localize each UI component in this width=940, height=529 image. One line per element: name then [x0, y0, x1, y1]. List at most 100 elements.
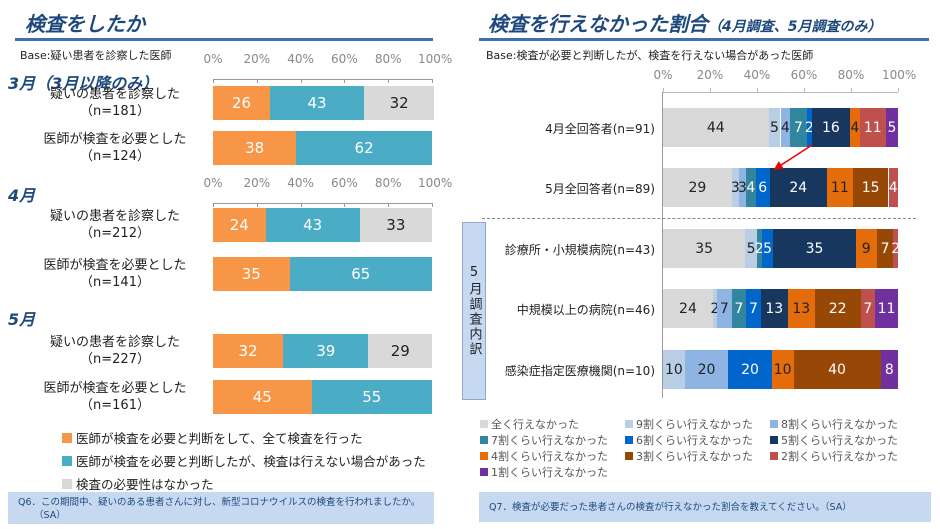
legend-item: 全く行えなかった	[480, 416, 579, 432]
bar-segment: 4	[888, 168, 898, 207]
axis-tick	[256, 79, 258, 83]
legend-label: 1割くらい行えなかった	[491, 466, 608, 479]
axis-tick-label: 60%	[331, 176, 358, 190]
axis-tick	[213, 79, 214, 83]
row-label-n: （n=141）	[80, 275, 150, 290]
right-title: 検査を行えなかった割合（4月調査、5月調査のみ）	[488, 8, 881, 37]
axis-line	[213, 79, 432, 80]
bar-segment: 29	[663, 168, 732, 207]
axis-tick	[300, 79, 302, 83]
row-label: 疑いの患者を診察した （n=212）	[30, 208, 200, 242]
legend-item: 5割くらい行えなかった	[770, 432, 898, 448]
row-label-n: （n=212）	[80, 226, 150, 241]
legend-swatch	[62, 455, 72, 466]
bar-segment: 32	[364, 86, 435, 120]
bar-segment: 4	[746, 168, 756, 207]
bar-segment: 5	[886, 108, 898, 147]
bar-segment: 24	[769, 168, 827, 207]
left-legend: 医師が検査を必要と判断をして、全て検査を行った 医師が検査を必要と判断したが、検…	[62, 428, 426, 493]
right-title-rule	[479, 38, 929, 41]
month-heading: 4月	[8, 186, 36, 205]
legend-item: 医師が検査を必要と判断したが、検査は行えない場合があった	[62, 451, 426, 470]
legend-swatch	[625, 436, 633, 444]
category-label: 中規模以上の病院(n=46)	[516, 303, 655, 317]
axis-tick-label: 20%	[696, 68, 724, 82]
axis-tick	[710, 88, 711, 92]
stacked-bar: 38 62	[213, 131, 432, 165]
category-label: 診療所・小規模病院(n=43)	[504, 243, 655, 257]
bar-segment: 20	[728, 350, 772, 389]
bar-segment: 5	[745, 229, 757, 268]
legend-label: 5割くらい行えなかった	[781, 434, 898, 447]
bar-segment: 45	[213, 380, 312, 414]
bar-segment: 7	[790, 108, 807, 147]
bar-segment: 3	[731, 168, 740, 207]
legend-label: 4割くらい行えなかった	[491, 450, 608, 463]
axis-line	[663, 92, 898, 93]
legend-label: 検査の必要性はなかった	[76, 477, 214, 492]
axis-tick-label: 80%	[837, 68, 865, 82]
legend-label: 6割くらい行えなかった	[636, 434, 753, 447]
right-question-note: Q7．検査が必要だった患者さんの検査が行えなかった割合を教えてください。（SA）	[479, 492, 931, 522]
legend-item: 9割くらい行えなかった	[625, 416, 753, 432]
legend-item: 8割くらい行えなかった	[770, 416, 898, 432]
bar-segment: 8	[880, 350, 898, 389]
bar-segment: 22	[814, 289, 861, 328]
bar-segment: 7	[731, 289, 747, 328]
row-label-n: （n=181）	[80, 104, 150, 119]
stacked-bar: 45 55	[213, 380, 432, 414]
bar-segment: 16	[811, 108, 851, 147]
axis-tick	[898, 88, 899, 92]
row-label-n: （n=161）	[80, 398, 150, 413]
legend-swatch	[480, 452, 488, 460]
bar-segment: 35	[773, 229, 856, 268]
right-title-main: 検査を行えなかった割合	[488, 12, 708, 36]
bar-segment: 43	[265, 208, 360, 242]
bar-segment: 5	[768, 108, 781, 147]
row-label: 医師が検査を必要とした （n=141）	[30, 257, 200, 291]
row-label-n: （n=124）	[80, 149, 150, 164]
axis-tick-label: 0%	[203, 176, 223, 190]
row-label-text: 疑いの患者を診察した	[49, 87, 180, 102]
row-label: 疑いの患者を診察した （n=181）	[30, 86, 200, 120]
legend-label: 8割くらい行えなかった	[781, 418, 898, 431]
change-arrow	[773, 144, 813, 170]
axis-tick	[388, 79, 390, 83]
axis-tick	[388, 203, 390, 207]
bar-segment: 7	[876, 229, 894, 268]
legend-swatch	[480, 436, 488, 444]
bar-segment: 2	[755, 229, 764, 268]
legend-item: 4割くらい行えなかった	[480, 448, 608, 464]
axis-tick-label: 80%	[374, 176, 402, 190]
axis-tick-label: 0%	[203, 52, 223, 66]
axis-tick	[344, 203, 346, 207]
axis-tick	[432, 79, 433, 83]
axis-tick-label: 60%	[331, 52, 358, 66]
left-title-rule	[15, 38, 433, 41]
separator-line	[482, 218, 916, 219]
month-heading: 5月	[8, 310, 36, 329]
bar-segment: 4	[780, 108, 791, 147]
bar-segment: 44	[663, 108, 769, 147]
axis-tick-label: 40%	[287, 176, 314, 190]
stacked-bar: 24 2 7 7 7 13 13 22 7 11	[663, 289, 898, 328]
bar-segment: 65	[289, 257, 432, 291]
bar-segment: 9	[855, 229, 877, 268]
legend-item: 6割くらい行えなかった	[625, 432, 753, 448]
legend-label: 9割くらい行えなかった	[636, 418, 753, 431]
stacked-bar: 29 3 3 4 6 24 11 15 4	[663, 168, 898, 207]
legend-swatch	[62, 432, 72, 443]
bar-segment: 24	[663, 289, 713, 328]
bar-segment: 55	[311, 380, 432, 414]
bar-segment: 40	[793, 350, 881, 389]
bar-segment: 26	[213, 86, 270, 120]
stacked-bar: 35 65	[213, 257, 432, 291]
legend-label: 医師が検査を必要と判断をして、全て検査を行った	[76, 431, 363, 446]
stacked-bar: 24 43 33	[213, 208, 432, 242]
bar-segment: 29	[368, 334, 432, 368]
may-breakdown-label: 5月調査内訳	[466, 265, 482, 357]
axis-tick-label: 20%	[243, 52, 271, 66]
bar-segment: 10	[663, 350, 685, 389]
stacked-bar: 44 5 4 7 2 16 4 11 5	[663, 108, 898, 147]
